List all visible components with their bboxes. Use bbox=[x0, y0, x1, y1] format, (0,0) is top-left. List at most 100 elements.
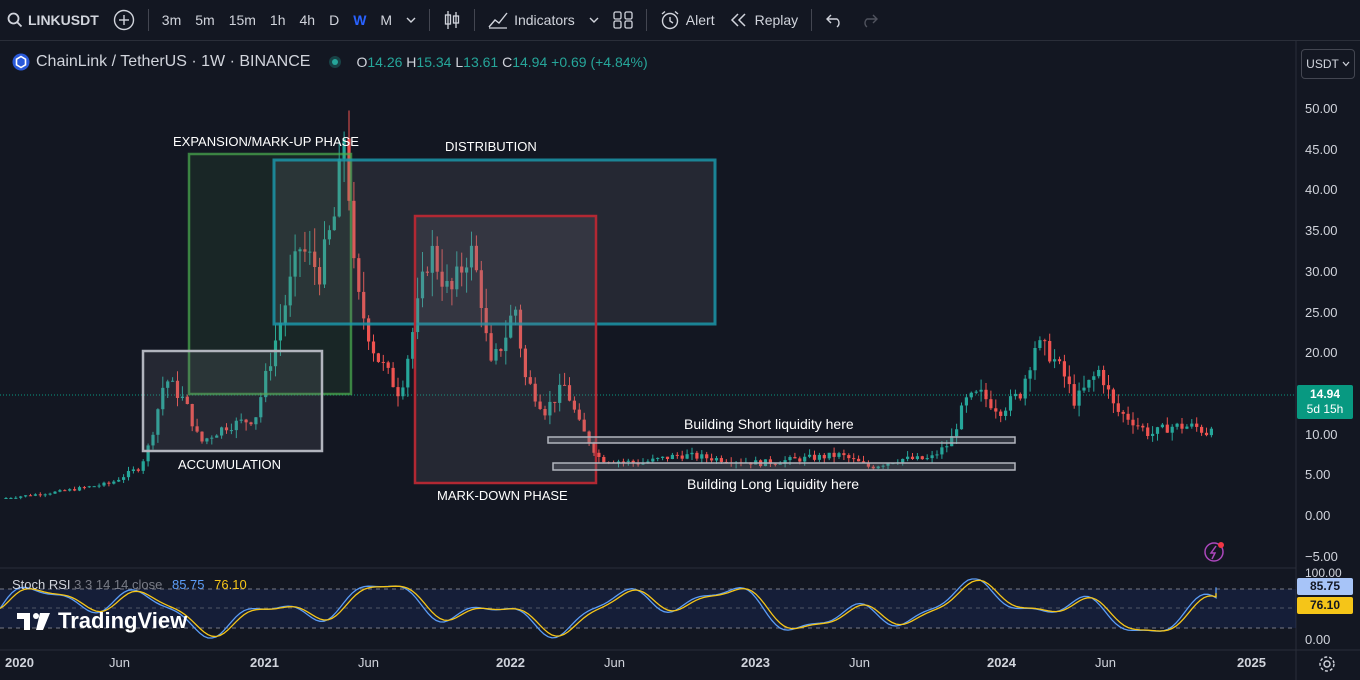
stoch-rsi-legend[interactable]: Stoch RSI 3 3 14 14 close 85.75 76.10 bbox=[12, 577, 247, 592]
candle-body bbox=[156, 409, 160, 435]
markdown-label: MARK-DOWN PHASE bbox=[437, 488, 568, 503]
gear-icon[interactable] bbox=[1318, 655, 1336, 673]
candle-body bbox=[803, 456, 807, 462]
replay-button[interactable]: Replay bbox=[722, 0, 806, 40]
timeframe-1h[interactable]: 1h bbox=[269, 12, 286, 28]
candle-body bbox=[239, 419, 243, 421]
candle-body bbox=[979, 389, 983, 392]
candle-body bbox=[661, 456, 665, 458]
candle-body bbox=[523, 348, 527, 378]
timeframe-d[interactable]: D bbox=[329, 12, 340, 28]
candle-body bbox=[656, 457, 660, 459]
timeframe-m[interactable]: M bbox=[380, 12, 393, 28]
timeframe-5m[interactable]: 5m bbox=[195, 12, 215, 28]
undo-button[interactable] bbox=[818, 0, 852, 40]
candle-body bbox=[401, 387, 405, 397]
redo-button[interactable] bbox=[852, 0, 886, 40]
symbol-title: ChainLink / TetherUS · 1W · BINANCE bbox=[36, 53, 311, 70]
price-axis-label: 30.00 bbox=[1305, 263, 1338, 279]
lightning-icon[interactable] bbox=[1204, 542, 1224, 562]
candle-body bbox=[440, 271, 444, 287]
alert-button[interactable]: Alert bbox=[653, 0, 722, 40]
candle-body bbox=[53, 491, 57, 494]
candle-body bbox=[77, 487, 82, 491]
candle-body bbox=[548, 401, 552, 416]
candle-body bbox=[974, 391, 978, 393]
price-axis-label: 20.00 bbox=[1305, 345, 1338, 361]
candle-body bbox=[465, 267, 469, 273]
layouts-button[interactable] bbox=[606, 0, 640, 40]
candle-body bbox=[435, 245, 439, 272]
candle-body bbox=[719, 458, 723, 462]
timeframe-3m[interactable]: 3m bbox=[161, 12, 182, 28]
candle-body bbox=[28, 495, 33, 497]
compare-symbol-button[interactable] bbox=[106, 0, 142, 40]
candle-body bbox=[690, 452, 694, 455]
candle-body bbox=[832, 452, 836, 457]
candle-body bbox=[1116, 403, 1120, 412]
tradingview-logo[interactable]: TradingView bbox=[16, 608, 187, 634]
candle-body bbox=[224, 427, 229, 431]
candle-body bbox=[665, 456, 670, 460]
candle-body bbox=[935, 454, 939, 456]
timeframe-dropdown[interactable] bbox=[399, 0, 423, 40]
chart-type-button[interactable] bbox=[436, 0, 468, 40]
time-axis-label: Jun bbox=[358, 655, 379, 670]
candle-body bbox=[19, 496, 23, 498]
candle-body bbox=[567, 385, 572, 401]
candle-body bbox=[1151, 433, 1155, 437]
candle-body bbox=[1077, 390, 1081, 406]
candle-body bbox=[1146, 427, 1150, 437]
candle-body bbox=[597, 452, 601, 457]
indicators-button[interactable]: Indicators bbox=[481, 0, 582, 40]
candle-body bbox=[161, 387, 165, 410]
chart-area[interactable]: 50.0045.0040.0035.0030.0025.0020.0015.00… bbox=[0, 41, 1360, 680]
candle-body bbox=[43, 494, 47, 496]
candle-body bbox=[112, 481, 116, 484]
candle-body bbox=[1092, 376, 1096, 380]
rewind-icon bbox=[729, 12, 749, 28]
candle-body bbox=[1111, 389, 1115, 404]
time-axis-label: 2024 bbox=[987, 655, 1016, 670]
candle-body bbox=[994, 408, 998, 412]
candle-body bbox=[876, 466, 880, 469]
candle-body bbox=[1170, 426, 1174, 433]
candle-body bbox=[205, 438, 209, 442]
currency-select[interactable]: USDT bbox=[1301, 49, 1355, 79]
candle-body bbox=[484, 308, 488, 334]
price-axis-label: 0.00 bbox=[1305, 508, 1331, 523]
candle-body bbox=[670, 454, 674, 460]
chevron-down-icon bbox=[406, 16, 416, 24]
indicators-dropdown[interactable] bbox=[582, 0, 606, 40]
candle-body bbox=[959, 405, 964, 430]
candle-body bbox=[871, 466, 875, 469]
candle-body bbox=[107, 482, 111, 484]
candle-body bbox=[1209, 428, 1213, 436]
candle-body bbox=[430, 245, 434, 273]
candle-body bbox=[102, 482, 106, 486]
candles-icon bbox=[443, 10, 461, 30]
candle-body bbox=[367, 318, 371, 342]
timeframe-4h[interactable]: 4h bbox=[299, 12, 316, 28]
candle-body bbox=[563, 384, 567, 386]
undo-icon bbox=[825, 12, 845, 28]
ohlc-values: O14.26 H15.34 L13.61 C14.94 +0.69 (+4.84… bbox=[356, 54, 648, 70]
stoch-rsi-k-value: 85.75 bbox=[171, 577, 205, 592]
candle-body bbox=[273, 340, 278, 367]
candle-body bbox=[1160, 424, 1164, 428]
candle-body bbox=[1106, 385, 1111, 390]
candle-body bbox=[1097, 369, 1101, 377]
candle-body bbox=[768, 459, 772, 464]
candle-body bbox=[278, 322, 282, 341]
plus-circle-icon bbox=[113, 9, 135, 31]
timeframe-w[interactable]: W bbox=[353, 12, 367, 28]
candle-body bbox=[391, 367, 395, 388]
candle-body bbox=[695, 452, 699, 459]
price-chart[interactable] bbox=[0, 41, 1360, 680]
candle-body bbox=[1141, 425, 1145, 428]
timeframe-15m[interactable]: 15m bbox=[228, 12, 256, 28]
symbol-search[interactable]: LINKUSDT bbox=[0, 0, 106, 40]
candle-body bbox=[1180, 423, 1184, 429]
candle-body bbox=[1033, 348, 1037, 371]
candle-body bbox=[1121, 411, 1125, 414]
